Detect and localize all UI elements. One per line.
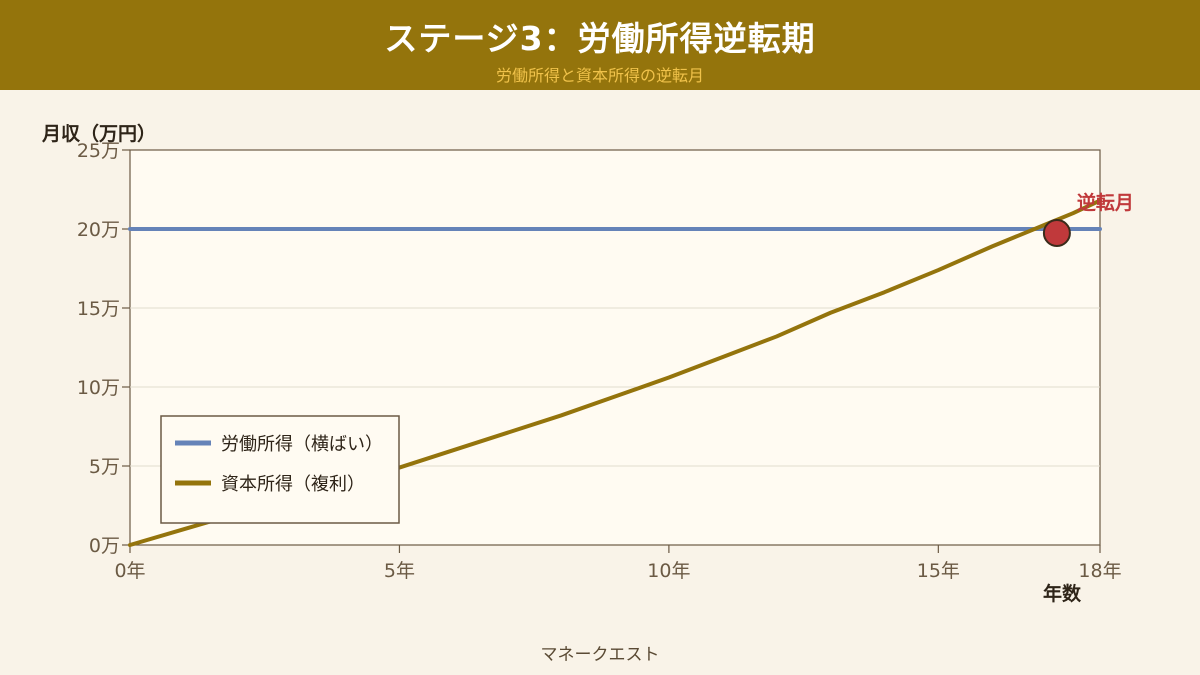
x-axis-title: 年数 (1043, 582, 1082, 605)
page-title: ステージ3：労働所得逆転期 (384, 19, 816, 58)
legend-label: 労働所得（横ばい） (221, 434, 383, 455)
x-tick-label: 10年 (647, 560, 690, 582)
x-tick-label: 5年 (384, 560, 415, 582)
header-banner: ステージ3：労働所得逆転期 労働所得と資本所得の逆転月 (0, 0, 1200, 90)
legend-label: 資本所得（複利） (221, 474, 365, 495)
y-tick-label: 25万 (77, 140, 120, 162)
y-tick-label: 5万 (89, 456, 120, 478)
x-tick-label: 18年 (1078, 560, 1121, 582)
legend-box (160, 415, 400, 524)
y-tick-label: 20万 (77, 219, 120, 241)
crossover-label: 逆転月 (1077, 191, 1134, 214)
y-tick-label: 10万 (77, 377, 120, 399)
y-tick-label: 0万 (89, 535, 120, 557)
footer-credit: マネークエスト (540, 645, 660, 665)
crossover-marker (1042, 219, 1071, 247)
y-axis-title: 月収（万円） (41, 122, 156, 145)
x-tick-label: 15年 (917, 560, 960, 582)
page-subtitle: 労働所得と資本所得の逆転月 (495, 66, 704, 85)
x-tick-label: 0年 (114, 560, 145, 582)
y-tick-label: 15万 (77, 298, 120, 320)
